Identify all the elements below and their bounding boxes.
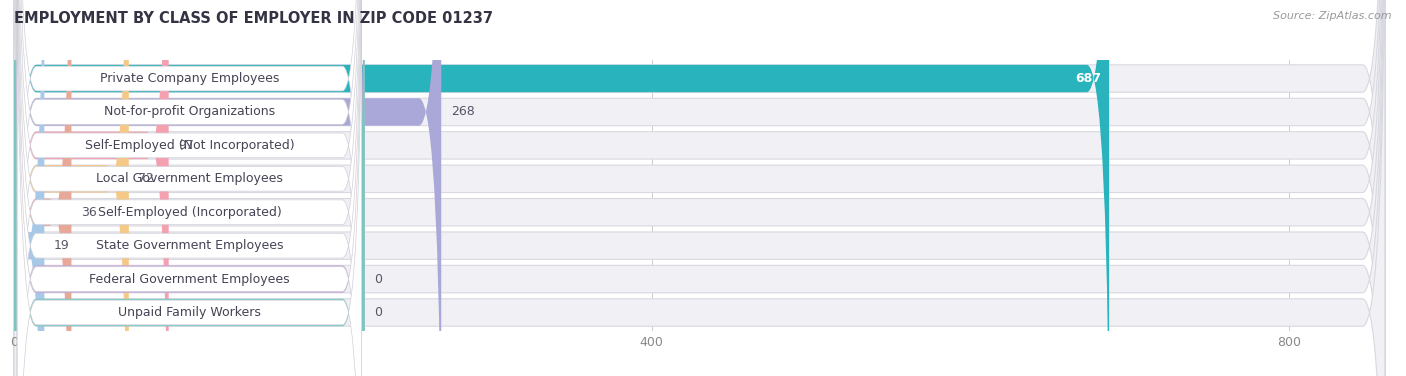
FancyBboxPatch shape [14,0,1385,376]
Text: Private Company Employees: Private Company Employees [100,72,278,85]
Text: 19: 19 [53,239,70,252]
FancyBboxPatch shape [14,0,1385,376]
Text: Local Government Employees: Local Government Employees [96,172,283,185]
Text: State Government Employees: State Government Employees [96,239,283,252]
FancyBboxPatch shape [14,0,364,376]
FancyBboxPatch shape [17,0,361,376]
Text: 268: 268 [451,105,475,118]
FancyBboxPatch shape [14,0,1385,376]
FancyBboxPatch shape [14,0,1385,376]
Text: Self-Employed (Incorporated): Self-Employed (Incorporated) [97,206,281,219]
Text: 687: 687 [1076,72,1101,85]
Text: Not-for-profit Organizations: Not-for-profit Organizations [104,105,276,118]
FancyBboxPatch shape [17,0,361,376]
FancyBboxPatch shape [14,0,45,376]
FancyBboxPatch shape [14,0,1109,376]
Text: 0: 0 [374,306,382,319]
FancyBboxPatch shape [14,0,1385,376]
Text: Federal Government Employees: Federal Government Employees [89,273,290,286]
Text: Source: ZipAtlas.com: Source: ZipAtlas.com [1274,11,1392,21]
Text: 72: 72 [138,172,155,185]
FancyBboxPatch shape [14,0,72,376]
FancyBboxPatch shape [14,0,1385,376]
FancyBboxPatch shape [17,0,361,376]
Text: EMPLOYMENT BY CLASS OF EMPLOYER IN ZIP CODE 01237: EMPLOYMENT BY CLASS OF EMPLOYER IN ZIP C… [14,11,494,26]
FancyBboxPatch shape [17,0,361,376]
Text: 0: 0 [374,273,382,286]
FancyBboxPatch shape [14,0,129,376]
FancyBboxPatch shape [17,0,361,376]
FancyBboxPatch shape [14,0,1385,376]
FancyBboxPatch shape [14,0,169,376]
FancyBboxPatch shape [14,0,1385,376]
FancyBboxPatch shape [14,0,441,376]
Text: 97: 97 [179,139,194,152]
FancyBboxPatch shape [14,0,364,376]
FancyBboxPatch shape [17,0,361,376]
FancyBboxPatch shape [17,0,361,376]
Text: Self-Employed (Not Incorporated): Self-Employed (Not Incorporated) [84,139,294,152]
FancyBboxPatch shape [17,0,361,376]
Text: 36: 36 [82,206,97,219]
Text: Unpaid Family Workers: Unpaid Family Workers [118,306,262,319]
